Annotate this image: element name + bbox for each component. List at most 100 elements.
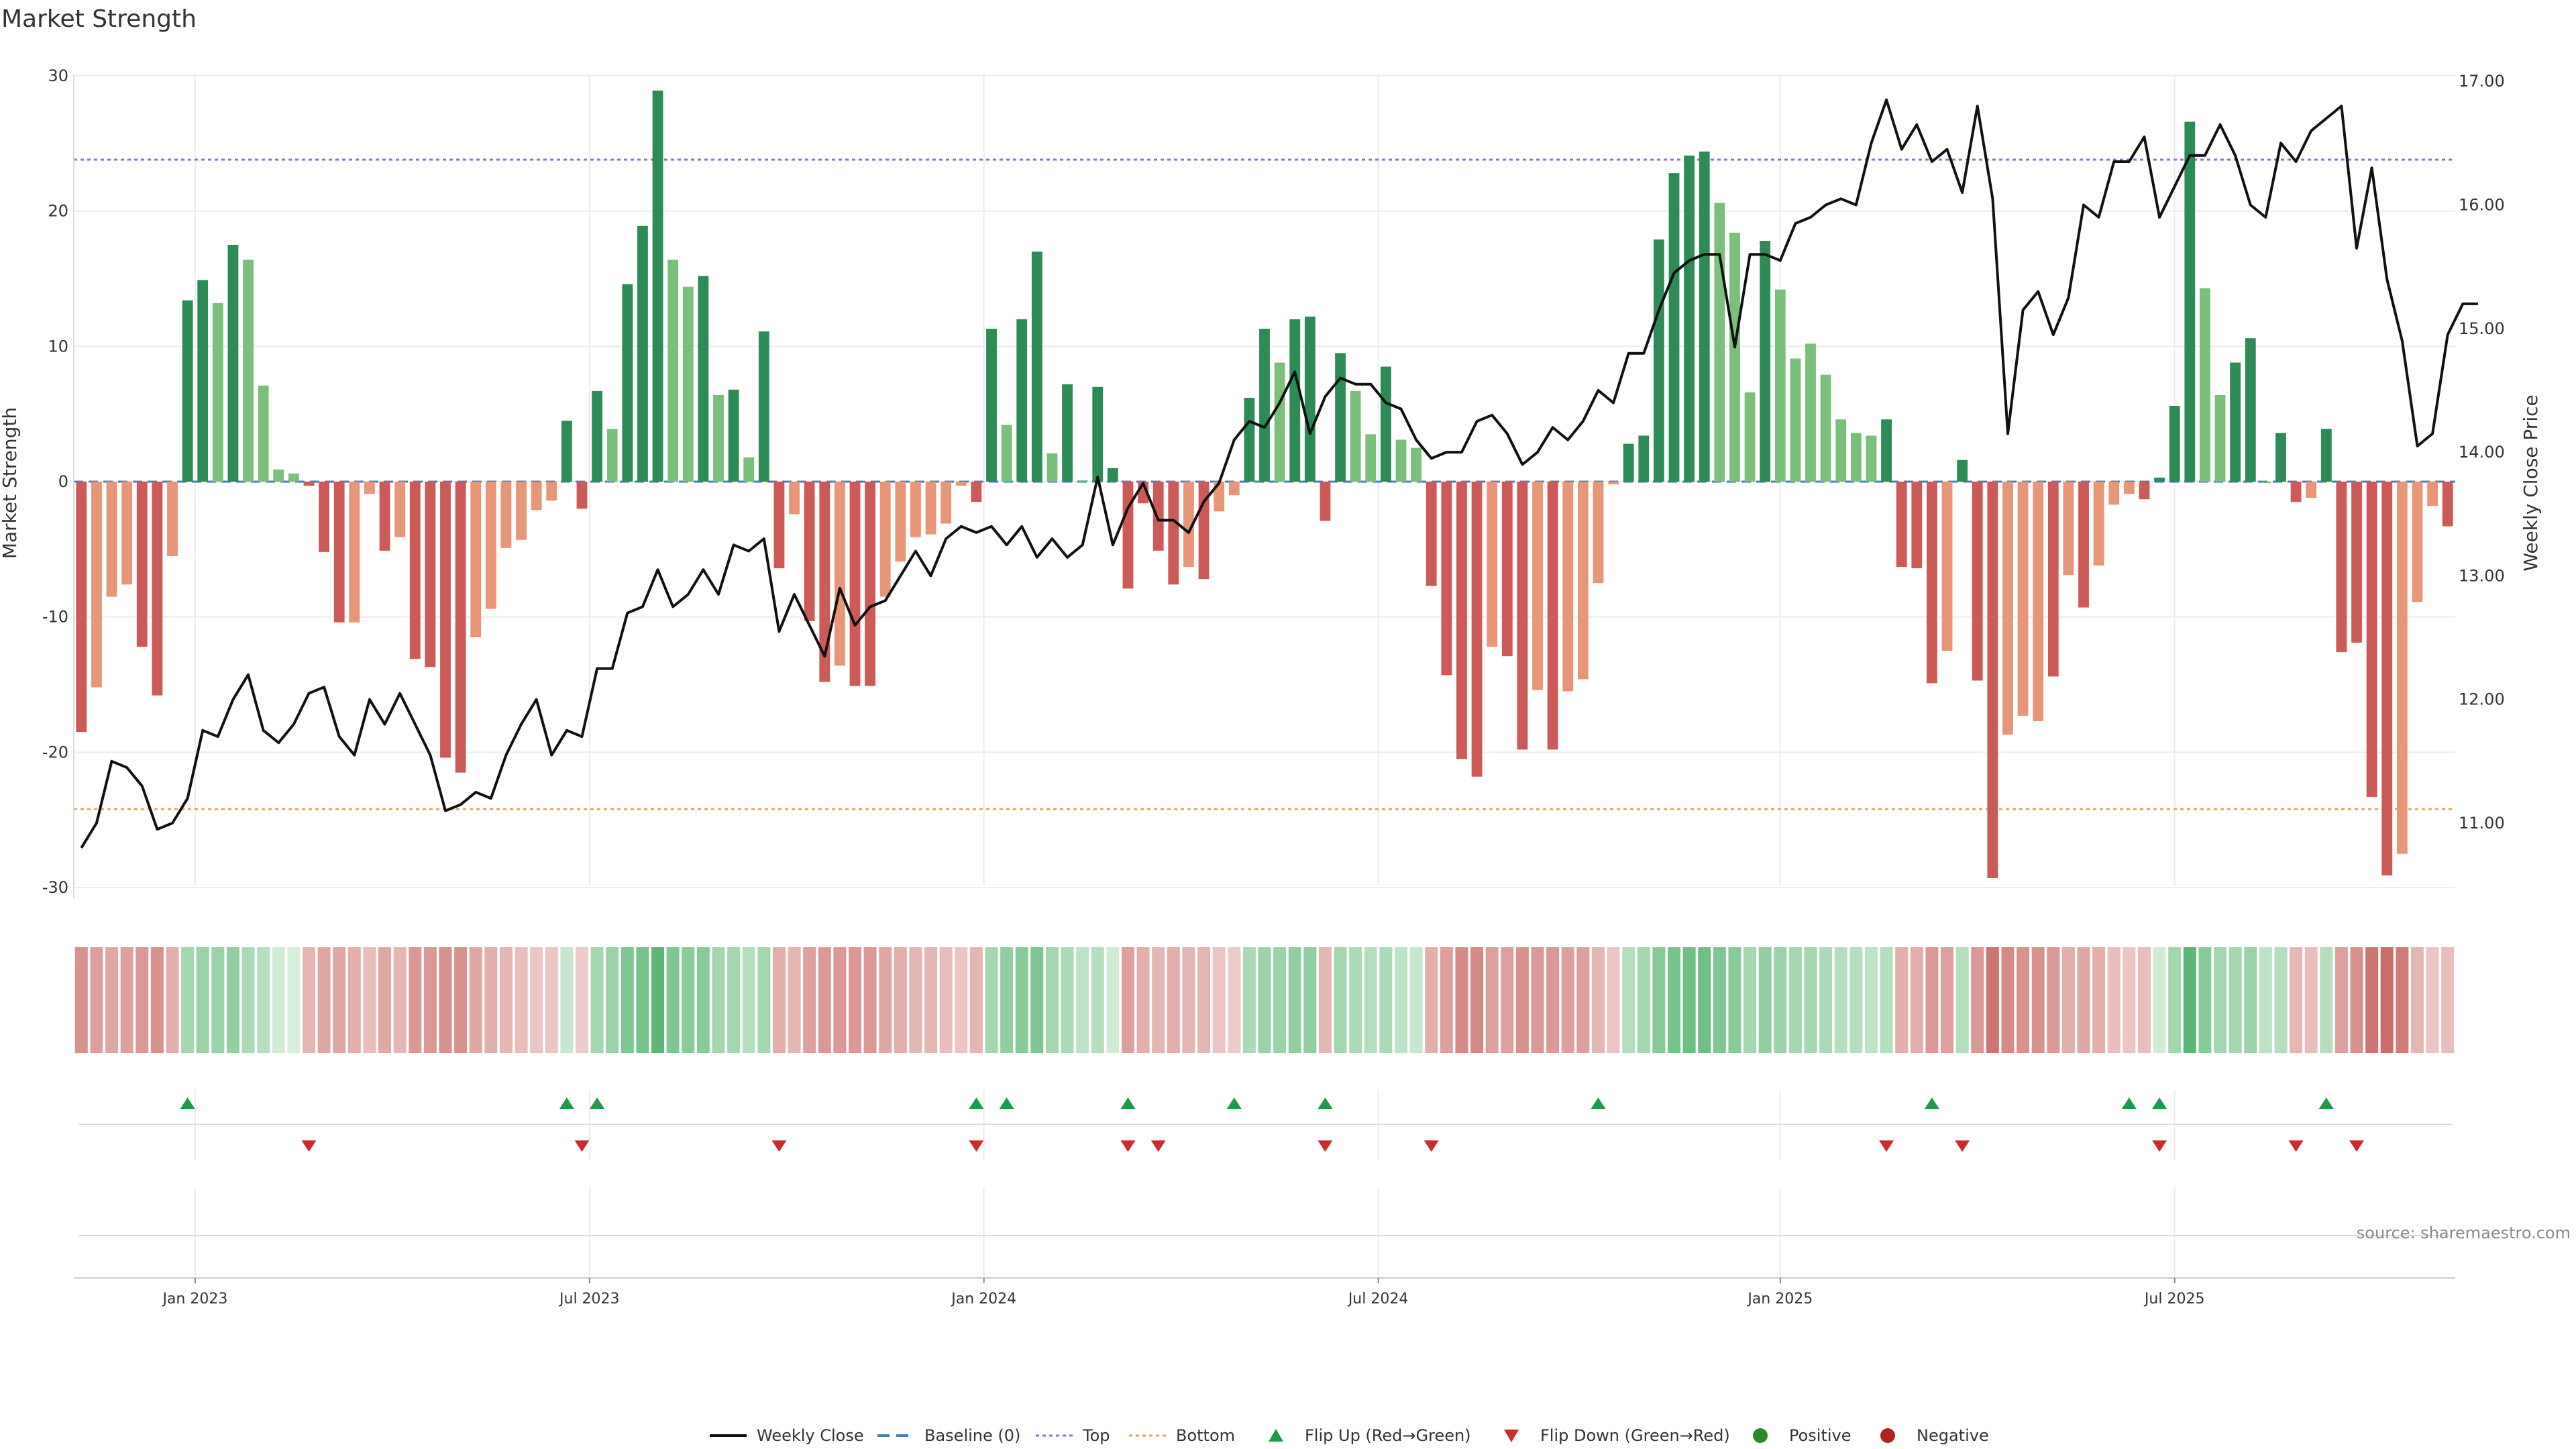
heat-cell (651, 947, 665, 1053)
heat-cell (105, 947, 119, 1053)
strength-bar (2245, 338, 2256, 482)
x-tick-label: Jan 2025 (1746, 1291, 1813, 1307)
y-tick-label: 10 (48, 337, 68, 356)
heat-cell (712, 947, 725, 1053)
strength-bar (1623, 443, 1634, 482)
x-tick-label: Jan 2024 (950, 1291, 1016, 1307)
strength-bar (2260, 482, 2271, 484)
flip-up-marker (1226, 1097, 1242, 1109)
flip-down-marker (1879, 1140, 1894, 1152)
heat-cell (1955, 947, 1969, 1053)
heat-cell (226, 947, 239, 1053)
heat-cell (1864, 947, 1878, 1053)
strength-bar (2184, 121, 2196, 482)
strength-bar (637, 225, 648, 482)
strength-bar (2442, 482, 2453, 527)
strength-bar (2002, 482, 2013, 735)
strength-bar (622, 284, 633, 482)
legend-item: Positive (1753, 1426, 1851, 1445)
heat-cell (469, 947, 482, 1053)
heat-cell (515, 947, 528, 1053)
legend-label: Baseline (0) (924, 1426, 1020, 1445)
heat-cell (1349, 947, 1362, 1053)
strength-bar (1122, 482, 1134, 589)
heat-cell (1515, 947, 1529, 1053)
strength-bar (1487, 482, 1498, 647)
heat-cell (1576, 947, 1590, 1053)
strength-bar (243, 260, 254, 482)
heat-cell (1015, 947, 1028, 1053)
heat-cell (333, 947, 346, 1053)
heat-cell (423, 947, 437, 1053)
strength-bar (1517, 482, 1528, 750)
heat-cell (2001, 947, 2015, 1053)
strength-bar (1441, 482, 1452, 676)
heat-cell (2077, 947, 2090, 1053)
strength-bar (1274, 362, 1285, 482)
legend-label: Weekly Close (757, 1426, 864, 1445)
strength-bar (2047, 482, 2059, 677)
strength-bar (789, 482, 800, 515)
heat-cell (1788, 947, 1802, 1053)
heat-cell (1000, 947, 1014, 1053)
heat-cell (1334, 947, 1347, 1053)
strength-bar (2154, 477, 2165, 482)
heat-cell (499, 947, 513, 1053)
flip-down-marker (574, 1140, 590, 1152)
legend-item: Flip Down (Green→Red) (1504, 1426, 1730, 1445)
heat-cell (1910, 947, 1923, 1053)
y2-tick-label: 11.00 (2459, 814, 2505, 833)
strength-bar (773, 482, 785, 569)
heat-cell (1668, 947, 1681, 1053)
heat-cell (120, 947, 133, 1053)
heat-cell (241, 947, 255, 1053)
strength-bar (910, 482, 921, 537)
strength-bar (2396, 482, 2408, 854)
strength-bar (182, 300, 193, 482)
strength-bar (1471, 482, 1483, 777)
strength-bar (1638, 435, 1650, 482)
heat-cell (1030, 947, 1044, 1053)
heat-cell (909, 947, 922, 1053)
heat-cell (1242, 947, 1256, 1053)
strength-bar (1714, 203, 1725, 482)
heat-cell (272, 947, 285, 1053)
strength-bar (500, 482, 512, 548)
heat-cell (1834, 947, 1847, 1053)
heat-cell (1455, 947, 1468, 1053)
legend-item: Weekly Close (710, 1426, 864, 1445)
flip-down-marker (2288, 1140, 2304, 1152)
y-tick-label: 0 (58, 472, 68, 491)
strength-bar (1107, 468, 1118, 482)
heat-cell (1136, 947, 1150, 1053)
strength-bar (2033, 482, 2044, 722)
strength-bar (1395, 439, 1407, 482)
heat-cell (848, 947, 861, 1053)
heat-cell (2426, 947, 2439, 1053)
heat-cell (1607, 947, 1620, 1053)
heat-cell (1941, 947, 1954, 1053)
strength-bar (1562, 482, 1574, 692)
y-tick-label: 20 (48, 202, 68, 221)
heat-cell (818, 947, 831, 1053)
strength-bar (2336, 482, 2347, 653)
strength-bar (758, 331, 769, 482)
heat-cell (1849, 947, 1863, 1053)
strength-bar (1168, 482, 1179, 585)
heat-cell (1091, 947, 1104, 1053)
strength-bar (1668, 173, 1680, 482)
strength-bar (1365, 434, 1377, 482)
flip-up-marker (590, 1097, 605, 1109)
strength-bar (425, 482, 436, 667)
heat-cell (2290, 947, 2303, 1053)
heat-cell (894, 947, 907, 1053)
strength-bar (1411, 447, 1422, 482)
strength-bar (1092, 386, 1104, 482)
heat-cell (317, 947, 331, 1053)
x-tick-label: Jul 2024 (1347, 1291, 1409, 1307)
heat-cell (439, 947, 452, 1053)
flip-up-marker (2121, 1097, 2137, 1109)
heat-cell (90, 947, 103, 1053)
grid-lines (74, 74, 2455, 1278)
heat-cell (1986, 947, 1999, 1053)
